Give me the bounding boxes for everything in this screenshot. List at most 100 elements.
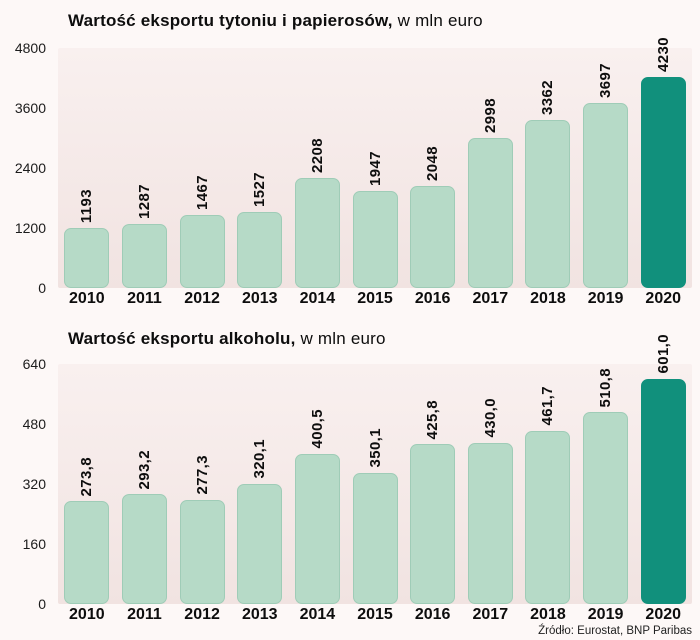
bar bbox=[64, 228, 110, 288]
bar bbox=[121, 223, 167, 288]
alcohol-exports-chart: Wartość eksportu alkoholu, w mln euro 640… bbox=[8, 326, 692, 626]
bar-value-label: 2048 bbox=[424, 145, 442, 181]
bar bbox=[583, 103, 629, 288]
bar bbox=[64, 501, 110, 604]
y-axis-tick: 0 bbox=[38, 596, 46, 612]
bar-column: 1467 bbox=[173, 48, 231, 288]
x-axis-label: 2010 bbox=[69, 606, 105, 623]
bar-value-label: 350,1 bbox=[366, 428, 384, 468]
x-axis: 2010 2011 2012 2013 2014 2015 2016 2017 2018 2019… bbox=[58, 288, 692, 310]
x-axis-label: 2018 bbox=[530, 606, 566, 623]
x-axis-label: 2011 bbox=[127, 606, 162, 623]
bar-value-label: 1467 bbox=[193, 174, 211, 210]
bar bbox=[467, 138, 513, 288]
bar-value-label: 1287 bbox=[135, 183, 153, 219]
bar-value-label: 601,0 bbox=[654, 334, 672, 374]
bar-column: 3362 bbox=[519, 48, 577, 288]
bar-value-label: 293,2 bbox=[135, 449, 153, 490]
x-axis-label: 2020 bbox=[645, 290, 682, 307]
bar-column: 1947 bbox=[346, 48, 404, 288]
x-axis-label: 2014 bbox=[299, 290, 336, 307]
bar-column: 510,8 bbox=[577, 364, 635, 604]
bar-column: 400,5 bbox=[289, 364, 347, 604]
bar bbox=[179, 500, 225, 604]
bar-value-label: 430,0 bbox=[481, 398, 499, 438]
bar-column: 461,7 bbox=[519, 364, 577, 604]
bar-value-label: 2998 bbox=[481, 98, 499, 134]
chart-title-unit: w mln euro bbox=[397, 11, 483, 30]
alcohol-chart-title: Wartość eksportu alkoholu, w mln euro bbox=[68, 326, 692, 352]
bar-value-label: 320,1 bbox=[251, 439, 269, 479]
y-axis-tick: 3600 bbox=[14, 100, 46, 116]
bar-value-label: 3362 bbox=[539, 79, 557, 115]
bar-column: 425,8 bbox=[404, 364, 462, 604]
bar bbox=[352, 190, 398, 288]
bar bbox=[525, 119, 571, 288]
bar-value-label: 273,8 bbox=[78, 456, 96, 497]
bar bbox=[352, 472, 398, 604]
chart-title-text: Wartość eksportu tytoniu i papierosów, bbox=[68, 11, 393, 30]
bar-column: 273,8 bbox=[58, 364, 116, 604]
bar-value-label: 277,3 bbox=[193, 455, 211, 496]
x-axis-label: 2012 bbox=[184, 606, 220, 623]
plot-area: 1193 1287 1467 1527 2208 1947 2048 2998 3362 3697… bbox=[58, 37, 692, 288]
bar-column: 430,0 bbox=[461, 364, 519, 604]
bar-value-label: 425,8 bbox=[424, 399, 442, 440]
bar-value-label: 1947 bbox=[366, 150, 384, 186]
x-axis-label: 2011 bbox=[127, 290, 162, 307]
x-axis-label: 2012 bbox=[184, 290, 220, 307]
bar-highlight bbox=[640, 378, 686, 604]
x-axis-label: 2016 bbox=[414, 606, 451, 623]
y-axis-tick: 2400 bbox=[14, 160, 46, 176]
bar-value-label: 4230 bbox=[654, 36, 672, 72]
bar-value-label: 400,5 bbox=[308, 409, 326, 449]
bar bbox=[410, 444, 456, 604]
bar-column: 4230 bbox=[634, 37, 692, 288]
x-axis-label: 2013 bbox=[241, 606, 278, 623]
bar bbox=[179, 214, 225, 288]
bar bbox=[294, 177, 340, 288]
y-axis-tick: 320 bbox=[22, 476, 46, 492]
y-axis-tick: 640 bbox=[22, 356, 46, 372]
bar-value-label: 2208 bbox=[308, 137, 326, 173]
bar bbox=[237, 211, 283, 288]
y-axis-tick: 1200 bbox=[14, 220, 46, 236]
y-axis-tick: 4800 bbox=[14, 40, 46, 56]
bar bbox=[121, 494, 167, 604]
x-axis-label: 2013 bbox=[241, 290, 278, 307]
y-axis-tick: 0 bbox=[38, 280, 46, 296]
bar-column: 293,2 bbox=[116, 364, 174, 604]
bar bbox=[294, 453, 340, 604]
x-axis-label: 2015 bbox=[357, 290, 393, 307]
bar-column: 2048 bbox=[404, 48, 462, 288]
chart-title-text: Wartość eksportu alkoholu, bbox=[68, 329, 296, 348]
x-axis-label: 2015 bbox=[357, 606, 393, 623]
x-axis: 2010 2011 2012 2013 2014 2015 2016 2017 2018 2019… bbox=[58, 604, 692, 626]
bar bbox=[237, 483, 283, 604]
x-axis-label: 2020 bbox=[645, 606, 682, 623]
source-note: Źródło: Eurostat, BNP Paribas bbox=[538, 625, 692, 637]
bar-column: 277,3 bbox=[173, 364, 231, 604]
bar-column: 3697 bbox=[577, 48, 635, 288]
x-axis-label: 2019 bbox=[587, 606, 624, 623]
bar-column: 2208 bbox=[289, 48, 347, 288]
bar-highlight bbox=[640, 76, 686, 288]
bar-column: 1193 bbox=[58, 48, 116, 288]
bar bbox=[467, 442, 513, 604]
bar-value-label: 510,8 bbox=[597, 367, 615, 408]
x-axis-label: 2019 bbox=[587, 290, 624, 307]
bar-column: 1527 bbox=[231, 48, 289, 288]
chart-body: 4800 3600 2400 1200 0 1193 1287 1467 1527 2208 19… bbox=[8, 37, 692, 296]
x-axis-label: 2010 bbox=[69, 290, 105, 307]
plot-area: 273,8 293,2 277,3 320,1 400,5 350,1 425,8 430,0… bbox=[58, 334, 692, 604]
bar bbox=[525, 430, 571, 604]
y-axis: 4800 3600 2400 1200 0 bbox=[8, 40, 58, 296]
tobacco-exports-chart: Wartość eksportu tytoniu i papierosów, w … bbox=[8, 8, 692, 310]
bar-column: 350,1 bbox=[346, 364, 404, 604]
tobacco-chart-title: Wartość eksportu tytoniu i papierosów, w … bbox=[68, 8, 692, 34]
infographic-page: Wartość eksportu tytoniu i papierosów, w … bbox=[8, 8, 692, 626]
bar-value-label: 1193 bbox=[78, 189, 96, 224]
bar-column: 2998 bbox=[461, 48, 519, 288]
x-axis-label: 2014 bbox=[299, 606, 336, 623]
y-axis-tick: 160 bbox=[22, 536, 46, 552]
